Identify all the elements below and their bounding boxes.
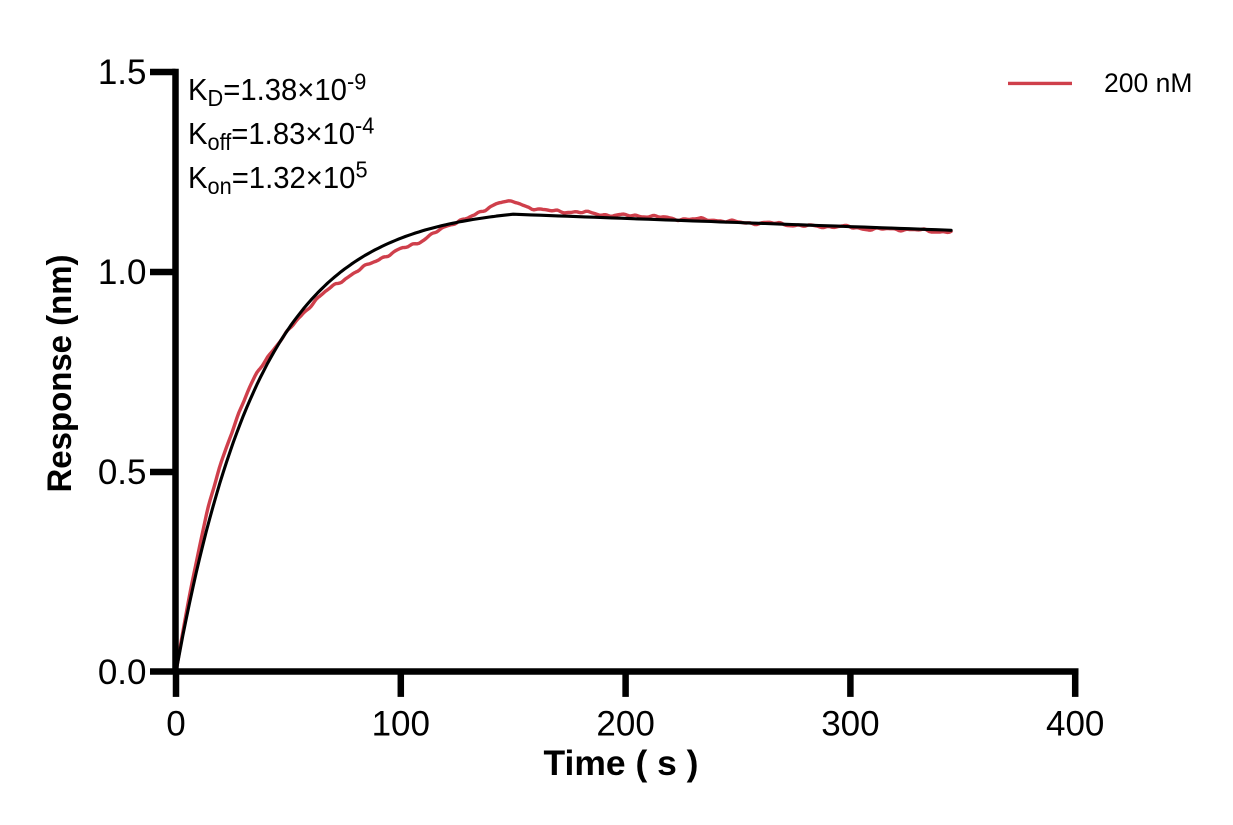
svg-text:Time ( s ): Time ( s ) — [544, 743, 699, 783]
svg-text:300: 300 — [821, 705, 879, 744]
svg-text:0.5: 0.5 — [98, 453, 147, 492]
svg-text:400: 400 — [1046, 705, 1104, 744]
svg-text:1.5: 1.5 — [98, 53, 147, 92]
svg-text:0: 0 — [166, 705, 185, 744]
svg-text:0.0: 0.0 — [98, 653, 147, 692]
svg-text:Koff=1.83×10-4: Koff=1.83×10-4 — [188, 113, 374, 155]
svg-text:200 nM: 200 nM — [1104, 68, 1192, 98]
svg-text:Response (nm): Response (nm) — [41, 255, 79, 493]
svg-text:200: 200 — [596, 705, 654, 744]
svg-text:100: 100 — [372, 705, 430, 744]
svg-text:1.0: 1.0 — [98, 253, 147, 292]
